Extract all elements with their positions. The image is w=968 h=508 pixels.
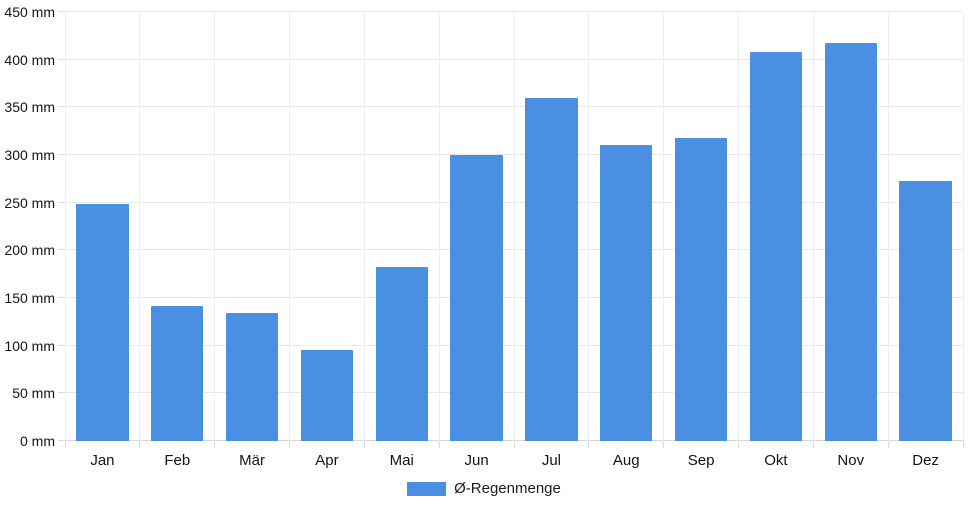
y-axis-tick [58,392,65,394]
x-axis-label-apr: Apr [315,452,339,469]
x-axis-tick [513,441,515,448]
v-gridline [812,12,814,441]
y-axis-tick [58,344,65,346]
bar-mär[interactable] [225,313,279,441]
x-axis-label-jan: Jan [90,452,115,469]
x-axis-label-mär: Mär [239,452,265,469]
h-gridline [65,11,963,12]
y-axis-tick-label: 450 mm [4,4,55,20]
y-axis-tick-label: 200 mm [4,242,55,259]
bar-dez[interactable] [899,180,952,441]
x-axis-tick [738,441,739,448]
x-axis-tick [289,441,290,448]
y-axis-tick-label: 100 mm [4,337,55,354]
x-axis-label-dez: Dez [912,452,939,469]
y-axis-tick-label: 350 mm [4,99,55,116]
y-axis-tick-label: 400 mm [4,51,55,68]
y-axis-tick [58,58,65,60]
bar-mai[interactable] [375,266,428,441]
y-axis-tick [58,249,65,251]
bar-jun[interactable] [450,155,503,441]
v-gridline [139,12,141,441]
plot-area: 0 mm 50 mm 100 mm 150 mm 200 mm 250 mm 300 mm 3… [4,4,964,469]
x-axis-label-mai: Mai [389,452,414,469]
y-axis-tick-label: 250 mm [4,194,55,211]
x-axis-tick [588,441,590,448]
y-axis-tick [58,106,65,108]
y-axis-tick [58,154,65,156]
bar-jul[interactable] [525,97,578,441]
x-axis-label-feb: Feb [164,452,191,469]
bar-aug[interactable] [600,145,653,441]
y-axis-tick-label: 50 mm [12,385,55,402]
x-axis-label-okt: Okt [764,452,788,469]
bar-sep[interactable] [674,137,728,441]
v-gridline [363,12,365,441]
x-axis-tick [887,441,889,448]
x-axis-tick [962,441,964,448]
bar-feb[interactable] [151,305,204,441]
bar-okt[interactable] [749,52,803,441]
x-axis-tick [663,441,665,448]
legend-label[interactable]: Ø-Regenmenge [454,480,561,497]
v-gridline [289,12,290,441]
bar-apr[interactable] [300,350,354,441]
x-axis-label-jul: Jul [541,452,561,469]
v-gridline [738,12,739,441]
y-axis-tick [58,297,65,299]
bar-nov[interactable] [824,42,877,441]
legend: Ø-Regenmenge [0,479,968,499]
x-axis-tick [438,441,440,448]
v-gridline [887,12,889,441]
v-gridline [588,12,590,441]
v-gridline [214,12,216,441]
y-axis-tick [58,11,65,12]
legend-swatch-icon[interactable] [407,482,447,496]
x-axis-label-sep: Sep [687,452,715,469]
y-axis-tick-label: 0 mm [20,433,55,449]
x-axis-tick [64,441,66,448]
x-axis-tick [363,441,365,448]
y-axis-tick [58,201,65,203]
v-gridline [513,12,515,441]
x-axis-label-nov: Nov [837,452,865,469]
x-axis-tick [214,441,216,448]
v-gridline [64,12,66,441]
y-axis-tick-label: 300 mm [4,147,55,164]
y-axis-tick [58,440,65,441]
v-gridline [962,12,964,441]
y-axis-tick-label: 150 mm [4,290,55,307]
x-axis-tick [812,441,814,448]
x-axis-label-jun: Jun [464,452,489,469]
x-axis-label-aug: Aug [612,452,640,469]
bar-jan[interactable] [76,203,129,441]
x-axis-tick [139,441,141,448]
v-gridline [663,12,665,441]
v-gridline [438,12,440,441]
